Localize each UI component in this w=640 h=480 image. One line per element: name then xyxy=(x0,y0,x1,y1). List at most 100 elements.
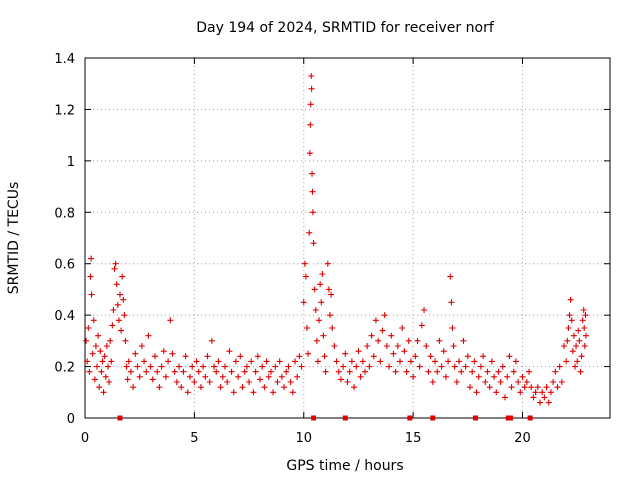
data-point xyxy=(401,348,408,355)
data-point xyxy=(156,384,163,391)
data-point xyxy=(403,368,410,375)
data-point xyxy=(307,101,314,108)
data-point xyxy=(370,353,377,360)
data-point xyxy=(125,358,132,365)
data-point xyxy=(235,373,242,380)
data-point xyxy=(580,307,587,313)
data-point xyxy=(450,343,457,349)
data-points xyxy=(83,73,589,406)
data-point xyxy=(353,363,360,370)
data-point xyxy=(438,363,445,370)
data-point xyxy=(127,368,134,375)
data-point xyxy=(278,373,285,380)
data-point xyxy=(89,350,96,357)
y-tick-label: 0.4 xyxy=(54,309,75,324)
data-point xyxy=(362,368,368,375)
data-point xyxy=(499,363,506,370)
data-point xyxy=(276,358,283,365)
data-point xyxy=(447,273,454,280)
data-point xyxy=(414,337,421,344)
data-point xyxy=(410,373,417,380)
data-point xyxy=(502,394,508,401)
data-point xyxy=(306,150,313,157)
data-point xyxy=(298,363,305,370)
data-point xyxy=(480,353,487,360)
data-point xyxy=(314,358,321,365)
data-point xyxy=(372,317,379,324)
data-point xyxy=(112,260,119,267)
data-point xyxy=(191,379,198,385)
data-point xyxy=(162,373,169,380)
data-point xyxy=(556,363,563,370)
data-point xyxy=(228,368,235,375)
data-point xyxy=(165,358,172,365)
data-point xyxy=(344,379,351,385)
data-point xyxy=(187,373,193,380)
baseline-marker xyxy=(507,415,513,421)
data-point xyxy=(92,343,99,349)
data-point xyxy=(563,358,570,365)
data-point xyxy=(566,312,573,319)
data-point xyxy=(250,389,257,396)
data-point xyxy=(550,379,557,385)
data-point xyxy=(471,358,478,365)
data-point xyxy=(386,363,393,370)
data-point xyxy=(102,373,109,380)
data-point xyxy=(167,317,174,324)
data-point xyxy=(532,389,539,396)
data-point xyxy=(100,389,107,396)
data-point xyxy=(342,350,349,357)
data-point xyxy=(91,376,98,383)
data-point xyxy=(106,379,113,385)
data-point xyxy=(575,327,582,334)
baseline-marker xyxy=(117,415,123,421)
data-point xyxy=(289,389,296,396)
data-point xyxy=(307,121,314,128)
data-point xyxy=(118,327,125,334)
data-point xyxy=(552,368,559,375)
data-point xyxy=(143,368,150,375)
x-tick-label: 5 xyxy=(190,431,198,446)
data-point xyxy=(368,332,375,339)
data-point xyxy=(381,312,388,319)
data-point xyxy=(237,353,244,360)
data-point xyxy=(312,307,319,313)
data-point xyxy=(576,337,583,344)
data-point xyxy=(248,358,255,365)
data-point xyxy=(541,394,548,401)
data-point xyxy=(521,384,528,391)
data-point xyxy=(427,353,434,360)
data-point xyxy=(97,348,104,355)
data-point xyxy=(462,363,469,370)
data-point xyxy=(558,379,565,385)
data-point xyxy=(482,379,489,385)
axis-tick-labels: 0 0.2 0.4 0.6 0.8 1 1.2 1.4 0 5 10 15 20 xyxy=(54,52,530,446)
data-point xyxy=(301,260,308,267)
data-point xyxy=(123,363,130,370)
data-point xyxy=(94,363,101,370)
data-point xyxy=(296,353,303,360)
data-point xyxy=(519,373,526,380)
data-point xyxy=(313,337,320,344)
data-point xyxy=(300,299,307,306)
data-point xyxy=(119,273,126,280)
data-point xyxy=(322,368,329,375)
data-point xyxy=(451,363,458,370)
data-point xyxy=(464,353,471,360)
data-point xyxy=(456,358,463,365)
data-point xyxy=(193,358,200,365)
data-point xyxy=(308,85,315,92)
data-point xyxy=(351,384,358,391)
y-tick-label: 0.6 xyxy=(54,258,75,273)
data-point xyxy=(534,384,541,391)
data-point xyxy=(215,358,222,365)
data-point xyxy=(359,358,366,365)
data-point xyxy=(458,368,465,375)
data-point xyxy=(491,373,498,380)
data-point xyxy=(486,384,493,391)
y-tick-label: 1.4 xyxy=(54,52,75,67)
data-point xyxy=(281,384,288,391)
data-point xyxy=(113,281,120,288)
data-point xyxy=(337,376,344,383)
